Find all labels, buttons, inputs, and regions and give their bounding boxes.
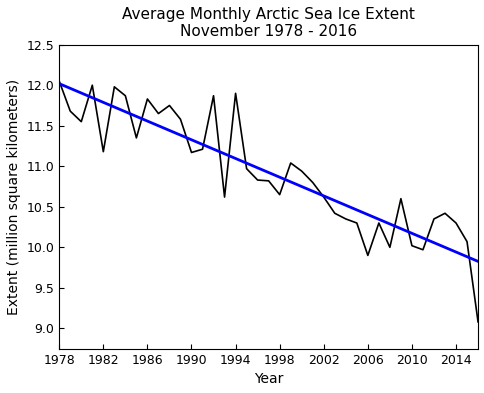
- Y-axis label: Extent (million square kilometers): Extent (million square kilometers): [7, 79, 21, 315]
- Title: Average Monthly Arctic Sea Ice Extent
November 1978 - 2016: Average Monthly Arctic Sea Ice Extent No…: [122, 7, 414, 39]
- X-axis label: Year: Year: [254, 372, 283, 386]
